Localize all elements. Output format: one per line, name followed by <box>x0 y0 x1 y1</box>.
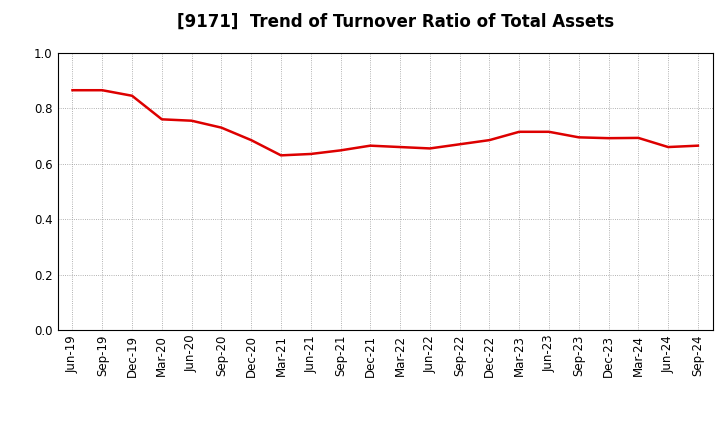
Text: [9171]  Trend of Turnover Ratio of Total Assets: [9171] Trend of Turnover Ratio of Total … <box>177 13 615 31</box>
